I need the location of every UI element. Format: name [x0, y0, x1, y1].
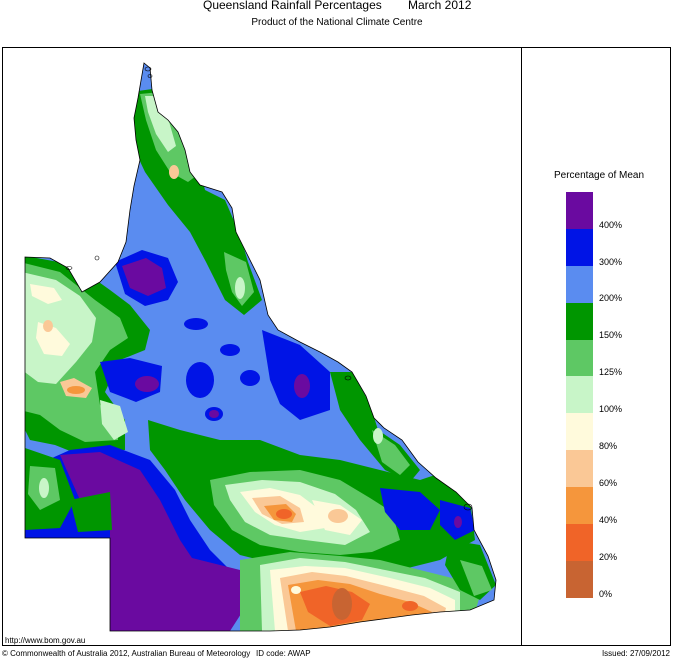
- legend-label: 80%: [599, 441, 618, 452]
- coastal-islands: [65, 66, 473, 511]
- map-title-text: Queensland Rainfall Percentages: [203, 0, 382, 12]
- legend-label: 125%: [599, 367, 623, 378]
- legend-label: 100%: [599, 404, 623, 415]
- legend-swatch: [566, 302, 593, 340]
- map-frame: [2, 47, 671, 646]
- legend-swatch: [566, 450, 593, 488]
- frame-divider: [521, 47, 522, 646]
- id-code: ID code: AWAP: [256, 649, 311, 658]
- source-url: http://www.bom.gov.au: [5, 636, 86, 645]
- legend-swatch: [566, 265, 593, 303]
- legend-label: 400%: [599, 219, 623, 230]
- legend-label: 200%: [599, 293, 623, 304]
- footer: © Commonwealth of Australia 2012, Austra…: [0, 649, 674, 658]
- legend-swatch: [566, 339, 593, 377]
- legend-swatch: [566, 413, 593, 451]
- queensland-map: [24, 62, 497, 632]
- legend-label: 0%: [599, 588, 613, 599]
- map-title: Queensland Rainfall Percentages March 20…: [0, 0, 674, 14]
- legend-swatch: [566, 487, 593, 525]
- legend-label: 300%: [599, 256, 623, 267]
- legend-label: 60%: [599, 477, 618, 488]
- legend-label: 150%: [599, 330, 623, 341]
- legend-scale: [566, 192, 593, 598]
- map-subtitle: Product of the National Climate Centre: [251, 17, 423, 28]
- legend-swatch: [566, 560, 593, 598]
- map-period: March 2012: [408, 0, 472, 12]
- copyright-text: © Commonwealth of Australia 2012, Austra…: [2, 649, 251, 658]
- queensland-outline: [24, 62, 497, 632]
- legend-swatch: [566, 376, 593, 414]
- legend-swatch: [566, 192, 593, 229]
- legend-swatch: [566, 228, 593, 266]
- legend-title: Percentage of Mean: [554, 170, 645, 181]
- issued-date: Issued: 27/09/2012: [601, 649, 670, 658]
- rainfall-fill: [25, 63, 496, 631]
- legend-label: 20%: [599, 551, 618, 562]
- legend-swatch: [566, 524, 593, 561]
- legend-label: 40%: [599, 514, 618, 525]
